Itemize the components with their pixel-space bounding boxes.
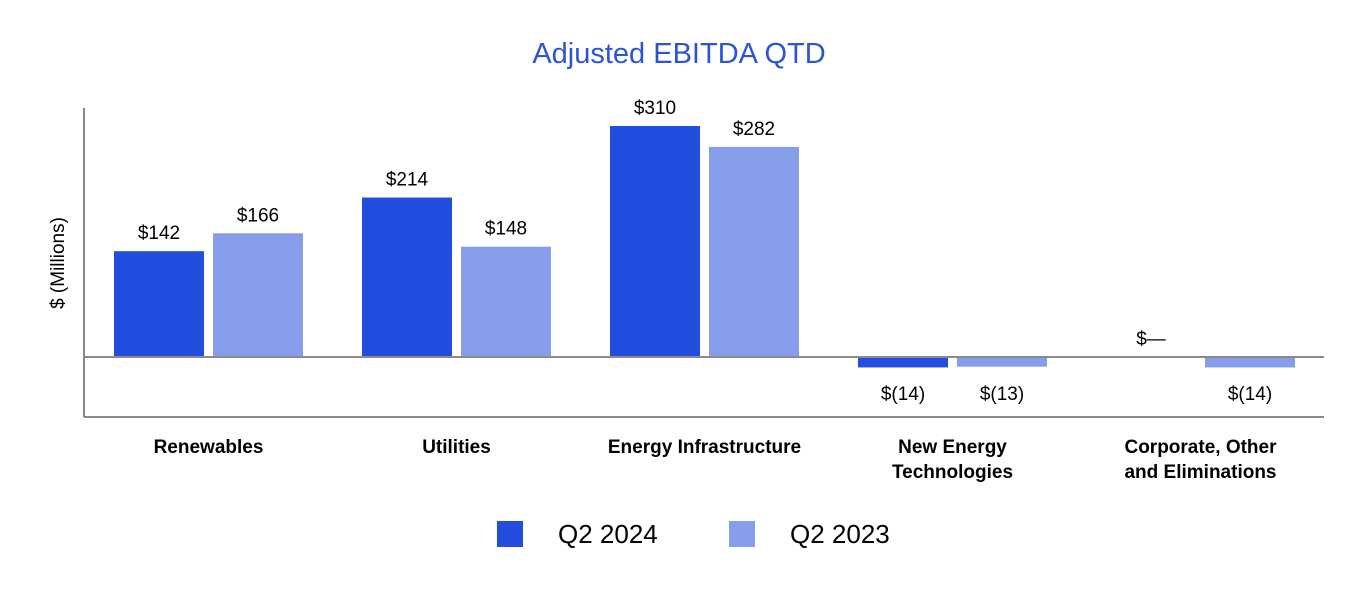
value-label-new-energy-technologies-q2-2024: $(14) bbox=[881, 384, 925, 405]
chart-title: Adjusted EBITDA QTD bbox=[532, 38, 825, 70]
value-labels-layer: $142 $166 $214 $148 $310 $282 $(14) $(13) $— $(14… bbox=[138, 98, 1272, 405]
bar-new-energy-technologies-q2-2024 bbox=[858, 357, 948, 368]
value-label-utilities-q2-2024: $214 bbox=[386, 170, 429, 191]
value-label-corporate-other-and-eliminations-q2-2023: $(14) bbox=[1228, 384, 1272, 405]
value-label-renewables-q2-2023: $166 bbox=[237, 205, 279, 226]
bar-utilities-q2-2024 bbox=[362, 197, 452, 357]
value-label-corporate-other-and-eliminations-q2-2024: $— bbox=[1136, 329, 1166, 350]
bar-renewables-q2-2023 bbox=[213, 233, 303, 357]
bar-renewables-q2-2024 bbox=[114, 251, 204, 357]
legend: Q2 2024 Q2 2023 bbox=[497, 519, 890, 549]
category-label-renewables: Renewables bbox=[154, 437, 264, 458]
category-label-utilities: Utilities bbox=[422, 437, 491, 458]
value-label-renewables-q2-2024: $142 bbox=[138, 223, 180, 244]
bar-new-energy-technologies-q2-2023 bbox=[957, 357, 1047, 367]
category-label-corporate-other-and-eliminations: Corporate, Other and Eliminations bbox=[1124, 437, 1277, 483]
category-label-energy-infrastructure: Energy Infrastructure bbox=[608, 437, 801, 458]
legend-swatch-q2-2024 bbox=[497, 521, 523, 547]
bar-energy-infrastructure-q2-2024 bbox=[610, 126, 700, 357]
legend-swatch-q2-2023 bbox=[729, 521, 755, 547]
bar-utilities-q2-2023 bbox=[461, 246, 551, 357]
bar-corporate-other-and-eliminations-q2-2023 bbox=[1205, 357, 1295, 368]
value-label-utilities-q2-2023: $148 bbox=[485, 219, 527, 240]
category-label-new-energy-technologies: New Energy Technologies bbox=[892, 437, 1013, 483]
value-label-energy-infrastructure-q2-2023: $282 bbox=[733, 119, 775, 140]
legend-label-q2-2023: Q2 2023 bbox=[790, 519, 890, 549]
y-axis-label: $ (Millions) bbox=[48, 217, 69, 309]
bars-layer bbox=[114, 126, 1295, 368]
value-label-new-energy-technologies-q2-2023: $(13) bbox=[980, 384, 1024, 405]
category-labels-layer: Renewables Utilities Energy Infrastructure… bbox=[154, 437, 1278, 483]
legend-label-q2-2024: Q2 2024 bbox=[558, 519, 658, 549]
value-label-energy-infrastructure-q2-2024: $310 bbox=[634, 98, 676, 119]
bar-energy-infrastructure-q2-2023 bbox=[709, 146, 799, 357]
